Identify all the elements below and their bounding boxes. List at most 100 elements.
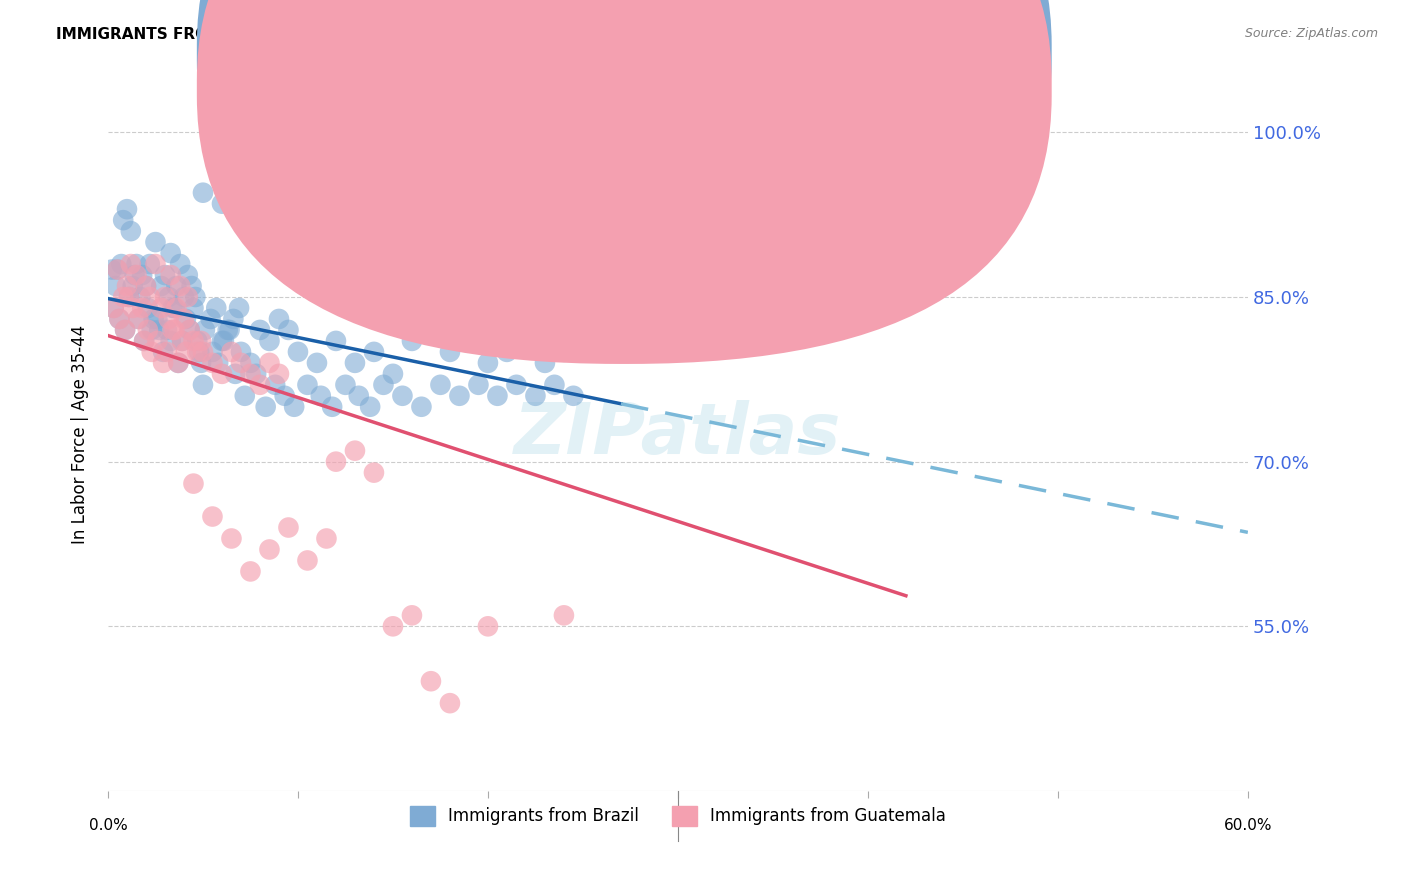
Point: [273, 389, 295, 403]
Point: [132, 334, 155, 348]
Point: [157, 290, 180, 304]
Point: [321, 400, 343, 414]
Point: [184, 290, 207, 304]
Point: [297, 377, 319, 392]
Point: [115, 202, 138, 216]
Point: [467, 377, 489, 392]
Point: [141, 323, 163, 337]
Point: [249, 377, 271, 392]
Point: [267, 367, 290, 381]
Point: [420, 674, 443, 689]
Point: [179, 323, 201, 337]
Point: [125, 268, 148, 282]
Point: [165, 279, 187, 293]
Point: [162, 301, 184, 315]
Point: [363, 344, 385, 359]
Point: [107, 262, 129, 277]
Point: [150, 301, 173, 315]
Point: [553, 608, 575, 623]
Point: [159, 246, 181, 260]
Text: R =  0.222   N = 114: R = 0.222 N = 114: [633, 39, 851, 57]
Point: [121, 301, 143, 315]
Point: [429, 377, 451, 392]
Point: [183, 334, 205, 348]
Point: [277, 323, 299, 337]
Text: 60.0%: 60.0%: [1223, 819, 1272, 833]
Point: [297, 553, 319, 567]
Point: [112, 290, 135, 304]
Point: [401, 334, 423, 348]
Point: [259, 334, 281, 348]
Point: [401, 608, 423, 623]
Point: [107, 262, 129, 277]
Point: [114, 323, 136, 337]
Point: [305, 356, 328, 370]
Point: [553, 344, 575, 359]
Point: [239, 356, 262, 370]
Point: [163, 323, 186, 337]
Point: [190, 334, 212, 348]
Point: [224, 367, 246, 381]
Point: [173, 312, 195, 326]
Point: [139, 290, 162, 304]
Point: [148, 323, 170, 337]
Point: [420, 323, 443, 337]
Point: [183, 476, 205, 491]
Point: [163, 301, 186, 315]
Point: [159, 268, 181, 282]
Point: [254, 400, 277, 414]
Point: [141, 344, 163, 359]
Point: [259, 542, 281, 557]
Point: [287, 268, 309, 282]
Point: [162, 323, 184, 337]
Point: [335, 377, 357, 392]
Point: [477, 619, 499, 633]
Point: [118, 290, 141, 304]
Point: [305, 279, 328, 293]
Point: [127, 312, 149, 326]
Text: ZIPatlas: ZIPatlas: [515, 400, 842, 468]
Point: [145, 257, 167, 271]
Point: [159, 334, 181, 348]
Point: [229, 344, 252, 359]
Point: [173, 290, 195, 304]
Point: [325, 334, 347, 348]
Point: [496, 344, 519, 359]
Point: [108, 312, 131, 326]
Point: [221, 532, 243, 546]
Point: [186, 344, 208, 359]
Point: [239, 367, 262, 381]
Point: [543, 377, 565, 392]
Point: [439, 696, 461, 710]
Point: [165, 301, 187, 315]
Point: [218, 323, 240, 337]
Point: [153, 268, 176, 282]
Point: [191, 186, 214, 200]
Legend: Immigrants from Brazil, Immigrants from Guatemala: Immigrants from Brazil, Immigrants from …: [404, 799, 953, 832]
Point: [174, 344, 197, 359]
Point: [156, 344, 179, 359]
Point: [228, 301, 250, 315]
Point: [125, 257, 148, 271]
Point: [131, 301, 153, 315]
Point: [108, 312, 131, 326]
Point: [381, 367, 404, 381]
Point: [103, 301, 125, 315]
Point: [619, 323, 641, 337]
Point: [142, 312, 165, 326]
Point: [132, 334, 155, 348]
Point: [267, 312, 290, 326]
Point: [534, 356, 557, 370]
Point: [373, 377, 395, 392]
Point: [591, 131, 613, 145]
Point: [191, 377, 214, 392]
Point: [110, 257, 132, 271]
Point: [233, 389, 256, 403]
Point: [309, 389, 332, 403]
Point: [191, 344, 214, 359]
Point: [363, 466, 385, 480]
Point: [287, 344, 309, 359]
Text: IMMIGRANTS FROM BRAZIL VS IMMIGRANTS FROM GUATEMALA IN LABOR FORCE | AGE 35-44 C: IMMIGRANTS FROM BRAZIL VS IMMIGRANTS FRO…: [56, 27, 1042, 43]
Point: [201, 509, 224, 524]
Point: [486, 389, 509, 403]
